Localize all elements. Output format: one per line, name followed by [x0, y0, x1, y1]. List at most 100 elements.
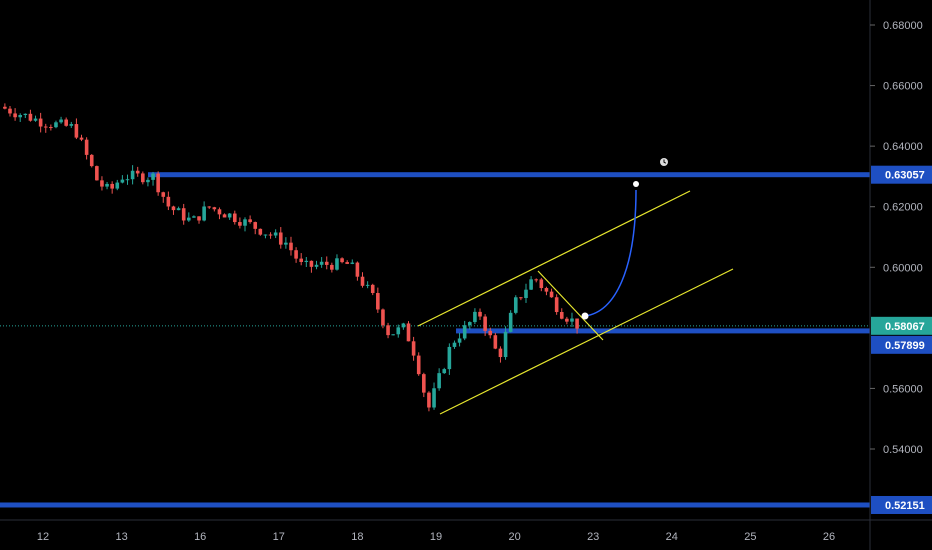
- candle: [473, 308, 477, 325]
- candle-body: [370, 284, 375, 294]
- candle-body: [488, 330, 493, 336]
- candle-body: [478, 311, 482, 317]
- level-price-label: [871, 495, 932, 514]
- candle-body: [575, 318, 579, 329]
- candle: [570, 312, 574, 327]
- candle-body: [105, 183, 109, 187]
- candle: [278, 227, 283, 249]
- clock-icon[interactable]: [660, 158, 668, 166]
- candle-body: [299, 258, 304, 262]
- horizontal-level-line[interactable]: [456, 328, 870, 334]
- candle-body: [340, 258, 344, 263]
- candle: [401, 322, 406, 330]
- drawings[interactable]: [417, 158, 734, 415]
- candle-body: [59, 119, 63, 123]
- candle-body: [243, 219, 247, 226]
- channel-lower-line[interactable]: [439, 268, 734, 415]
- x-tick-label: 25: [744, 531, 756, 543]
- candle-body: [278, 232, 283, 245]
- trend-down-line[interactable]: [537, 270, 604, 341]
- candle-body: [549, 291, 554, 298]
- horizontal-level-line[interactable]: [0, 502, 870, 508]
- candle-body: [401, 323, 406, 328]
- candle: [64, 117, 68, 127]
- candle-body: [519, 297, 523, 299]
- projection-curve[interactable]: [584, 189, 637, 317]
- candle: [559, 308, 564, 320]
- candle: [575, 318, 579, 334]
- candle-body: [396, 327, 401, 335]
- candle-body: [13, 113, 17, 118]
- candle: [263, 234, 268, 239]
- candle-body: [376, 293, 380, 310]
- candle: [74, 118, 79, 140]
- projection-start-dot[interactable]: [581, 312, 589, 320]
- candle-body: [84, 139, 89, 155]
- current-price-text: 0.58067: [885, 321, 925, 333]
- candle-body: [498, 348, 503, 358]
- candle: [79, 134, 84, 142]
- candle-body: [202, 206, 206, 221]
- candle: [340, 257, 344, 264]
- candle: [181, 203, 186, 225]
- x-tick-label: 13: [115, 531, 127, 543]
- candle: [110, 181, 114, 194]
- candle: [49, 124, 53, 131]
- candle: [381, 308, 385, 329]
- candle: [422, 372, 426, 398]
- candle: [508, 310, 513, 333]
- candle: [89, 154, 94, 168]
- candle: [498, 346, 503, 363]
- x-tick-label: 23: [587, 531, 599, 543]
- candle: [319, 257, 324, 268]
- candle-body: [156, 173, 160, 193]
- candle-body: [192, 216, 196, 218]
- candle: [18, 113, 23, 122]
- candle-body: [350, 262, 355, 264]
- candle: [202, 201, 206, 222]
- candle-body: [442, 369, 447, 374]
- candle: [478, 308, 482, 320]
- candle-body: [462, 325, 467, 339]
- candle: [345, 260, 349, 265]
- candle-body: [493, 335, 498, 349]
- candle-body: [166, 196, 171, 207]
- candle: [534, 278, 539, 283]
- price-scale[interactable]: [870, 0, 932, 520]
- candle-body: [171, 206, 176, 211]
- candle: [84, 137, 89, 160]
- candle-body: [422, 374, 426, 393]
- x-tick-label: 24: [666, 531, 678, 543]
- y-tick-label: 0.64000: [883, 141, 923, 153]
- candle: [156, 171, 160, 196]
- horizontal-level-line[interactable]: [148, 172, 870, 178]
- candle: [120, 175, 125, 184]
- candle-body: [437, 373, 441, 389]
- candle-body: [187, 217, 191, 221]
- candle: [95, 165, 99, 181]
- candle-body: [212, 207, 217, 210]
- candle: [105, 181, 109, 190]
- x-tick-label: 16: [194, 531, 206, 543]
- candle-body: [554, 297, 559, 313]
- time-scale[interactable]: 12 13 16 17 18 19 20 23 24 25 26: [37, 531, 835, 543]
- candle: [396, 324, 401, 338]
- candle-body: [74, 124, 79, 138]
- candle-body: [258, 228, 263, 235]
- candle: [391, 334, 395, 336]
- candle: [309, 260, 314, 273]
- candle: [519, 296, 523, 301]
- candle: [171, 205, 176, 215]
- channel-upper-line[interactable]: [417, 190, 691, 327]
- candle-body: [411, 341, 416, 356]
- projection-end-dot[interactable]: [633, 181, 639, 187]
- candle: [447, 343, 452, 375]
- candle-body: [69, 124, 74, 126]
- candle: [217, 207, 222, 220]
- candle: [232, 210, 237, 225]
- candle-body: [473, 311, 477, 323]
- candle: [284, 237, 288, 249]
- candle: [207, 206, 212, 209]
